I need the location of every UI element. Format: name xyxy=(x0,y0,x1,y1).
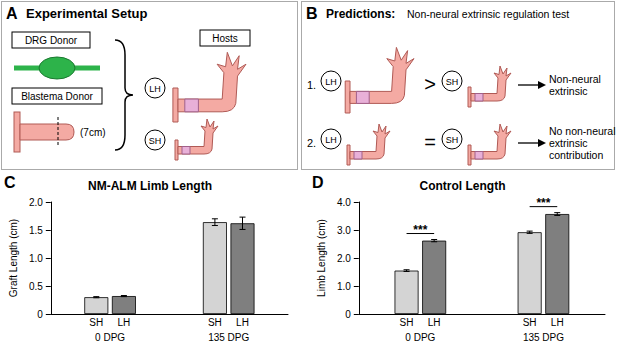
svg-text:1.0: 1.0 xyxy=(337,281,351,292)
svg-text:SH: SH xyxy=(400,317,414,328)
svg-text:SH: SH xyxy=(208,317,222,328)
svg-text:SH: SH xyxy=(89,317,103,328)
svg-text:A: A xyxy=(6,5,18,22)
svg-text:SH: SH xyxy=(446,135,459,145)
svg-text:0 DPG: 0 DPG xyxy=(405,332,435,343)
svg-text:contribution: contribution xyxy=(549,149,603,161)
svg-text:extrinsic: extrinsic xyxy=(549,85,588,97)
svg-text:NM-ALM Limb Length: NM-ALM Limb Length xyxy=(88,179,212,193)
svg-text:SH: SH xyxy=(446,77,459,87)
svg-text:B: B xyxy=(306,5,318,22)
svg-text:SH: SH xyxy=(523,317,537,328)
svg-text:extrinsic: extrinsic xyxy=(549,137,588,149)
svg-text:LH: LH xyxy=(236,317,249,328)
svg-text:Non-neural: Non-neural xyxy=(549,73,601,85)
svg-text:No non-neural: No non-neural xyxy=(549,125,616,137)
svg-text:Hosts: Hosts xyxy=(212,33,238,44)
svg-text:LH: LH xyxy=(325,77,337,87)
svg-text:LH: LH xyxy=(118,317,131,328)
svg-text:135 DPG: 135 DPG xyxy=(208,332,249,343)
svg-text:Graft Length (cm): Graft Length (cm) xyxy=(8,219,19,297)
svg-text:LH: LH xyxy=(551,317,564,328)
svg-text:4.0: 4.0 xyxy=(337,197,351,208)
svg-text:=: = xyxy=(424,131,436,153)
svg-text:135 DPG: 135 DPG xyxy=(523,332,564,343)
svg-text:1.0: 1.0 xyxy=(29,253,43,264)
svg-text:LH: LH xyxy=(325,135,337,145)
svg-text:>: > xyxy=(424,73,436,95)
svg-text:2.: 2. xyxy=(307,137,316,149)
svg-text:0: 0 xyxy=(345,309,351,320)
svg-text:LH: LH xyxy=(428,317,441,328)
svg-text:0: 0 xyxy=(37,309,43,320)
svg-text:3.0: 3.0 xyxy=(337,225,351,236)
svg-text:***: *** xyxy=(536,196,550,210)
svg-text:0 DPG: 0 DPG xyxy=(95,332,125,343)
svg-text:Limb Length (cm): Limb Length (cm) xyxy=(316,219,327,297)
svg-text:(7cm): (7cm) xyxy=(80,127,106,138)
svg-text:Experimental Setup: Experimental Setup xyxy=(26,6,147,21)
svg-text:2.0: 2.0 xyxy=(337,253,351,264)
svg-text:Blastema Donor: Blastema Donor xyxy=(21,91,93,102)
svg-text:DRG Donor: DRG Donor xyxy=(25,35,78,46)
svg-text:Predictions:: Predictions: xyxy=(326,7,395,21)
svg-text:D: D xyxy=(312,174,324,191)
svg-text:SH: SH xyxy=(149,136,162,146)
svg-text:0.5: 0.5 xyxy=(29,281,43,292)
svg-text:Non-neural extrinsic regulatio: Non-neural extrinsic regulation test xyxy=(407,8,569,20)
svg-text:C: C xyxy=(4,174,16,191)
svg-text:2.0: 2.0 xyxy=(29,197,43,208)
svg-text:1.: 1. xyxy=(307,79,316,91)
svg-text:***: *** xyxy=(413,223,427,237)
svg-text:1.5: 1.5 xyxy=(29,225,43,236)
svg-text:LH: LH xyxy=(149,84,161,94)
svg-text:Control Length: Control Length xyxy=(420,179,506,193)
